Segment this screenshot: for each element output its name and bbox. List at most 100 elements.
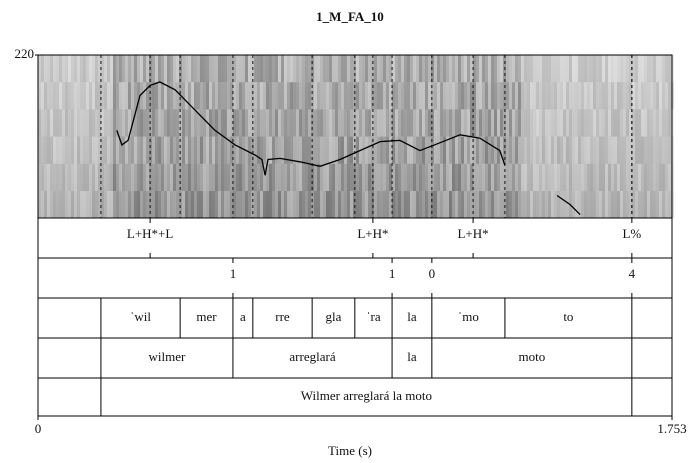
spectrogram-cell: [602, 55, 605, 82]
spectrogram-cell: [644, 109, 647, 136]
spectrogram-cell: [182, 137, 185, 164]
spectrogram-cell: [461, 191, 464, 218]
spectrogram-cell: [386, 55, 389, 82]
spectrogram-cell: [644, 137, 647, 164]
spectrogram-cell: [161, 82, 164, 109]
spectrogram-cell: [224, 82, 227, 109]
spectrogram-cell: [140, 164, 143, 191]
spectrogram-cell: [221, 164, 224, 191]
spectrogram-cell: [428, 137, 431, 164]
spectrogram-cell: [626, 164, 629, 191]
spectrogram-cell: [467, 137, 470, 164]
point-label: 1: [230, 266, 237, 281]
interval-label: rre: [275, 309, 290, 324]
spectrogram-cell: [77, 109, 80, 136]
spectrogram-cell: [437, 191, 440, 218]
spectrogram-cell: [596, 164, 599, 191]
spectrogram-cell: [290, 82, 293, 109]
spectrogram-cell: [320, 191, 323, 218]
spectrogram-cell: [404, 55, 407, 82]
point-label: 0: [429, 266, 436, 281]
spectrogram-cell: [206, 82, 209, 109]
spectrogram-cell: [164, 164, 167, 191]
spectrogram-cell: [170, 82, 173, 109]
spectrogram-cell: [500, 109, 503, 136]
spectrogram-cell: [107, 137, 110, 164]
spectrogram-cell: [206, 55, 209, 82]
spectrogram-cell: [539, 191, 542, 218]
spectrogram-cell: [299, 55, 302, 82]
spectrogram-cell: [524, 137, 527, 164]
spectrogram-cell: [116, 137, 119, 164]
spectrogram-cell: [284, 164, 287, 191]
spectrogram-cell: [512, 82, 515, 109]
spectrogram-cell: [518, 109, 521, 136]
spectrogram-cell: [74, 55, 77, 82]
spectrogram-cell: [491, 82, 494, 109]
spectrogram-cell: [590, 55, 593, 82]
spectrogram-cell: [476, 137, 479, 164]
spectrogram-cell: [482, 191, 485, 218]
spectrogram-cell: [323, 164, 326, 191]
spectrogram-cell: [650, 109, 653, 136]
spectrogram-cell: [566, 109, 569, 136]
spectrogram-cell: [68, 109, 71, 136]
spectrogram-cell: [314, 164, 317, 191]
spectrogram-cell: [617, 55, 620, 82]
spectrogram-cell: [44, 109, 47, 136]
spectrogram-cell: [107, 55, 110, 82]
spectrogram-cell: [449, 137, 452, 164]
spectrogram-cell: [293, 109, 296, 136]
spectrogram-cell: [248, 164, 251, 191]
spectrogram-cell: [182, 164, 185, 191]
spectrogram-cell: [404, 191, 407, 218]
spectrogram-cell: [242, 164, 245, 191]
spectrogram-cell: [92, 109, 95, 136]
spectrogram-cell: [401, 55, 404, 82]
spectrogram-cell: [83, 164, 86, 191]
spectrogram-cell: [521, 109, 524, 136]
spectrogram-cell: [530, 55, 533, 82]
spectrogram-cell: [656, 82, 659, 109]
spectrogram-cell: [458, 191, 461, 218]
spectrogram-cell: [554, 55, 557, 82]
spectrogram-cell: [398, 82, 401, 109]
spectrogram-cell: [233, 55, 236, 82]
spectrogram-cell: [515, 82, 518, 109]
spectrogram-cell: [596, 191, 599, 218]
spectrogram-cell: [389, 109, 392, 136]
interval-label: ˈmo: [458, 309, 479, 324]
spectrogram-cell: [266, 55, 269, 82]
spectrogram-cell: [194, 164, 197, 191]
spectrogram-cell: [488, 137, 491, 164]
spectrogram-cell: [212, 82, 215, 109]
spectrogram-cell: [83, 55, 86, 82]
spectrogram-cell: [176, 137, 179, 164]
spectrogram-cell: [638, 109, 641, 136]
spectrogram-cell: [482, 164, 485, 191]
spectrogram-cell: [272, 191, 275, 218]
spectrogram-cell: [509, 191, 512, 218]
spectrogram-cell: [215, 164, 218, 191]
spectrogram-cell: [89, 191, 92, 218]
spectrogram-cell: [152, 137, 155, 164]
spectrogram-cell: [443, 191, 446, 218]
spectrogram-cell: [362, 109, 365, 136]
spectrogram-cell: [317, 191, 320, 218]
page: 1_M_FA_10 Time (s) 22001.753L+H*+LL+H*L+…: [0, 0, 700, 463]
spectrogram-cell: [464, 191, 467, 218]
spectrogram-cell: [440, 55, 443, 82]
spectrogram-cell: [119, 82, 122, 109]
spectrogram-cell: [236, 55, 239, 82]
spectrogram-cell: [383, 82, 386, 109]
spectrogram-cell: [398, 191, 401, 218]
spectrogram-cell: [254, 55, 257, 82]
spectrogram-cell: [632, 191, 635, 218]
spectrogram-cell: [560, 109, 563, 136]
spectrogram-cell: [479, 137, 482, 164]
spectrogram-cell: [395, 109, 398, 136]
spectrogram-cell: [131, 164, 134, 191]
spectrogram-cell: [419, 109, 422, 136]
spectrogram-cell: [92, 164, 95, 191]
spectrogram-cell: [191, 82, 194, 109]
